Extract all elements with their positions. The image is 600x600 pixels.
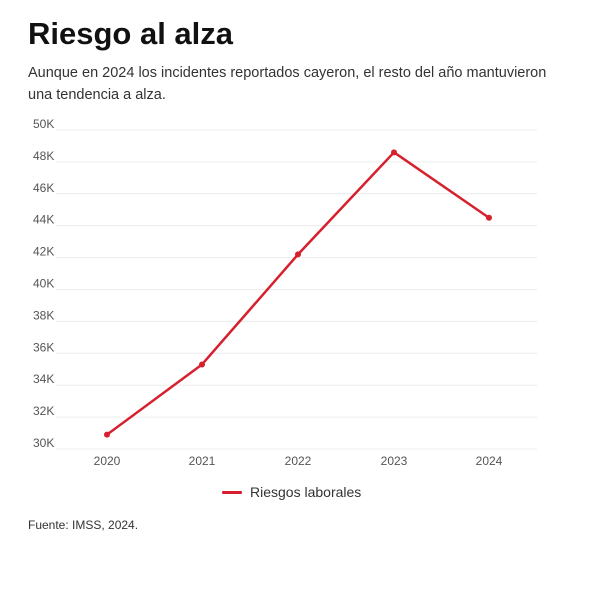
series-line xyxy=(106,151,490,436)
series-riesgos-laborales xyxy=(104,149,492,438)
y-tick-label: 38K xyxy=(33,308,54,322)
y-tick-label: 34K xyxy=(33,372,54,386)
y-tick-label: 42K xyxy=(33,245,54,259)
x-tick-label: 2024 xyxy=(476,454,503,468)
y-axis: 30K 32K 34K 36K 38K 40K 42K 44K 46K 48K 50K xyxy=(33,117,54,450)
y-tick-label: 32K xyxy=(33,404,54,418)
y-tick-label: 36K xyxy=(33,340,54,354)
chart-title: Riesgo al alza xyxy=(28,16,234,51)
y-tick-label: 44K xyxy=(33,213,54,227)
y-tick-label: 46K xyxy=(33,181,54,195)
data-point-2021[interactable] xyxy=(199,361,205,368)
data-point-2022[interactable] xyxy=(295,251,301,258)
data-point-2023[interactable] xyxy=(391,149,397,156)
x-axis: 2020 2021 2022 2023 2024 xyxy=(94,454,503,468)
legend-label: Riesgos laborales xyxy=(250,484,362,500)
x-tick-label: 2021 xyxy=(189,454,216,468)
data-point-2020[interactable] xyxy=(104,431,110,438)
y-tick-label: 40K xyxy=(33,277,54,291)
y-tick-label: 50K xyxy=(33,117,54,131)
legend-swatch xyxy=(222,490,242,494)
x-tick-label: 2020 xyxy=(94,454,121,468)
y-tick-label: 48K xyxy=(33,149,54,163)
chart-subtitle: Aunque en 2024 los incidentes reportados… xyxy=(28,65,547,103)
x-tick-label: 2023 xyxy=(381,454,408,468)
x-tick-label: 2022 xyxy=(285,454,312,468)
grid-lines xyxy=(56,129,537,450)
source-note: Fuente: IMSS, 2024. xyxy=(28,518,139,532)
legend[interactable]: Riesgos laborales xyxy=(222,484,361,500)
y-tick-label: 30K xyxy=(33,436,54,450)
data-point-2024[interactable] xyxy=(486,214,492,221)
